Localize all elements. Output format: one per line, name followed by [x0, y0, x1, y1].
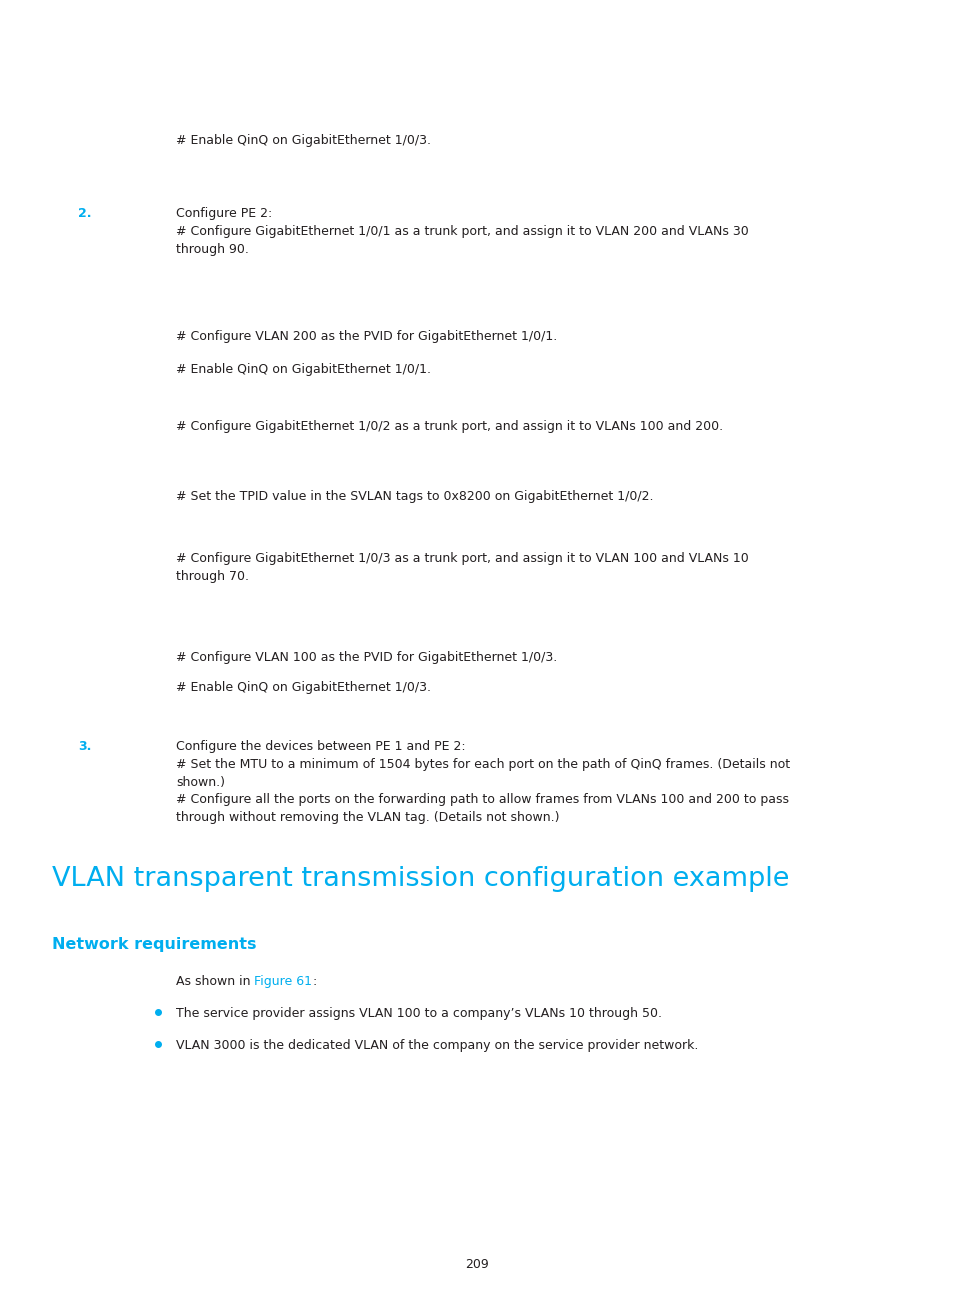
Text: As shown in: As shown in	[175, 975, 254, 988]
Text: # Configure GigabitEthernet 1/0/3 as a trunk port, and assign it to VLAN 100 and: # Configure GigabitEthernet 1/0/3 as a t…	[175, 552, 748, 565]
Text: # Configure VLAN 100 as the PVID for GigabitEthernet 1/0/3.: # Configure VLAN 100 as the PVID for Gig…	[175, 651, 557, 664]
Text: 209: 209	[465, 1258, 488, 1271]
Text: 2.: 2.	[78, 207, 91, 220]
Text: Configure PE 2:: Configure PE 2:	[175, 207, 272, 220]
Text: 3.: 3.	[78, 740, 91, 753]
Text: VLAN 3000 is the dedicated VLAN of the company on the service provider network.: VLAN 3000 is the dedicated VLAN of the c…	[175, 1039, 698, 1052]
Text: through without removing the VLAN tag. (Details not shown.): through without removing the VLAN tag. (…	[175, 811, 558, 824]
Text: The service provider assigns VLAN 100 to a company’s VLANs 10 through 50.: The service provider assigns VLAN 100 to…	[175, 1007, 661, 1020]
Text: shown.): shown.)	[175, 776, 225, 789]
Text: # Set the TPID value in the SVLAN tags to 0x8200 on GigabitEthernet 1/0/2.: # Set the TPID value in the SVLAN tags t…	[175, 490, 653, 503]
Text: # Set the MTU to a minimum of 1504 bytes for each port on the path of QinQ frame: # Set the MTU to a minimum of 1504 bytes…	[175, 758, 789, 771]
Text: # Enable QinQ on GigabitEthernet 1/0/1.: # Enable QinQ on GigabitEthernet 1/0/1.	[175, 363, 431, 376]
Text: # Enable QinQ on GigabitEthernet 1/0/3.: # Enable QinQ on GigabitEthernet 1/0/3.	[175, 680, 431, 693]
Text: # Configure GigabitEthernet 1/0/1 as a trunk port, and assign it to VLAN 200 and: # Configure GigabitEthernet 1/0/1 as a t…	[175, 226, 748, 238]
Text: through 90.: through 90.	[175, 244, 249, 257]
Text: # Configure all the ports on the forwarding path to allow frames from VLANs 100 : # Configure all the ports on the forward…	[175, 793, 788, 806]
Text: Figure 61: Figure 61	[254, 975, 313, 988]
Text: # Configure GigabitEthernet 1/0/2 as a trunk port, and assign it to VLANs 100 an: # Configure GigabitEthernet 1/0/2 as a t…	[175, 420, 722, 433]
Text: :: :	[313, 975, 316, 988]
Text: # Configure VLAN 200 as the PVID for GigabitEthernet 1/0/1.: # Configure VLAN 200 as the PVID for Gig…	[175, 330, 557, 343]
Text: Network requirements: Network requirements	[52, 937, 256, 953]
Text: Configure the devices between PE 1 and PE 2:: Configure the devices between PE 1 and P…	[175, 740, 465, 753]
Text: VLAN transparent transmission configuration example: VLAN transparent transmission configurat…	[52, 866, 789, 892]
Text: # Enable QinQ on GigabitEthernet 1/0/3.: # Enable QinQ on GigabitEthernet 1/0/3.	[175, 133, 431, 146]
Text: through 70.: through 70.	[175, 570, 249, 583]
